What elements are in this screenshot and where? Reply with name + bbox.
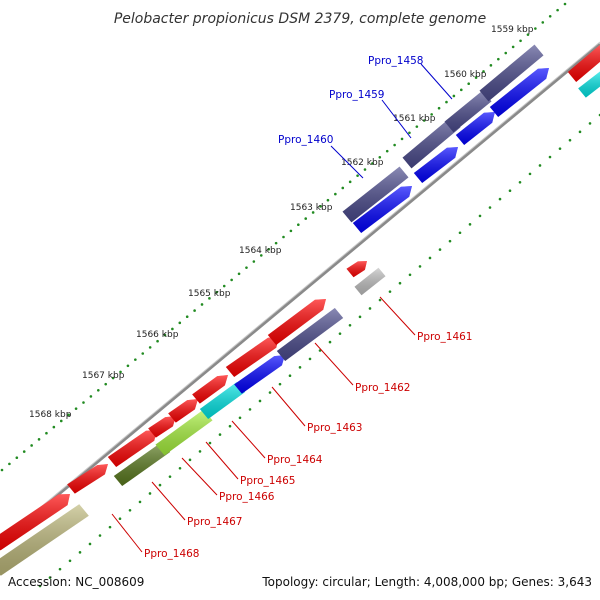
gene-ppro-1462-feature	[276, 308, 344, 361]
tick-label: 1565 kbp	[188, 289, 231, 299]
gene-ppro-1461-feature	[354, 267, 386, 296]
gene-label: Ppro_1461	[417, 331, 472, 343]
gene-blue-2-feature	[413, 147, 458, 183]
gene-features	[0, 44, 600, 576]
gene-ppro-1461a-feature	[346, 261, 367, 278]
tick-label: 1563 kbp	[290, 203, 333, 213]
gene-label: Ppro_1465	[240, 475, 295, 487]
gene-ppro-1464-feature	[199, 382, 246, 419]
gene-ppro-1458-feature	[479, 44, 544, 102]
leader-line	[151, 481, 186, 521]
gene-red-1-feature	[0, 494, 70, 551]
gene-clipped-red-feature	[567, 45, 600, 82]
leader-line	[111, 513, 143, 553]
gene-label: Ppro_1460	[278, 134, 333, 146]
tick-label: 1562 kbp	[341, 158, 384, 168]
gene-ppro-1458a-feature	[444, 90, 492, 133]
gene-label: Ppro_1462	[355, 382, 410, 394]
leader-line	[181, 457, 218, 496]
leader-line	[381, 99, 412, 139]
gene-label: Ppro_1464	[267, 454, 323, 466]
gene-ppro-1462a-feature	[267, 299, 326, 345]
gene-red-2-feature	[67, 464, 108, 494]
map-title: Pelobacter propionicus DSM 2379, complet…	[114, 11, 486, 27]
gene-ppro-1467-feature	[113, 442, 171, 486]
tick-labels: 1559 kbp 1560 kbp 1561 kbp 1562 kbp 1563 kbp…	[29, 25, 534, 420]
gene-labels: Ppro_1458 Ppro_1459 Ppro_1460 Ppro_1461 Ppro…	[144, 55, 472, 560]
gene-label: Ppro_1466	[219, 491, 275, 503]
genome-summary-text: Topology: circular; Length: 4,008,000 bp…	[261, 575, 592, 589]
tick-label: 1564 kbp	[239, 246, 282, 256]
gene-red-6-feature	[192, 375, 228, 404]
gene-blue-4-feature	[489, 68, 549, 117]
tick-label: 1561 kbp	[393, 114, 436, 124]
gene-red-4-feature	[148, 416, 176, 438]
gene-label: Ppro_1467	[187, 516, 242, 528]
gene-red-5-feature	[168, 399, 198, 423]
gene-ppro-1465-feature	[155, 409, 213, 456]
gene-label: Ppro_1468	[144, 548, 199, 560]
gene-blue-1-feature	[352, 186, 412, 233]
leader-line	[420, 63, 453, 100]
gene-ppro-1463-feature	[234, 355, 285, 394]
gene-ppro-1468-feature	[0, 504, 89, 576]
tick-label: 1567 kbp	[82, 371, 125, 381]
gene-red-3-feature	[107, 430, 157, 467]
gene-blue-3-feature	[455, 112, 495, 145]
gene-label: Ppro_1459	[329, 89, 384, 101]
leader-line	[330, 145, 364, 179]
ruler-dots	[0, 2, 600, 588]
tick-label: 1559 kbp	[491, 25, 534, 35]
leader-line	[314, 342, 354, 386]
leader-line	[231, 420, 266, 459]
gene-red-7-feature	[225, 337, 279, 377]
label-leader-lines	[111, 63, 453, 553]
leader-line	[205, 441, 239, 480]
gene-clipped-cyan-feature	[578, 71, 600, 98]
genome-backbone-highlight	[0, 41, 600, 542]
leader-line	[379, 296, 416, 336]
gene-label: Ppro_1463	[307, 422, 362, 434]
leader-line	[271, 386, 306, 427]
gene-label: Ppro_1458	[368, 55, 423, 67]
tick-label: 1560 kbp	[444, 70, 487, 80]
gene-ppro-1460-feature	[342, 166, 409, 223]
gene-ppro-1459-feature	[402, 116, 461, 169]
accession-text: Accession: NC_008609	[8, 575, 144, 589]
inner-ruler-dots	[38, 113, 600, 588]
tick-label: 1568 kbp	[29, 410, 72, 420]
outer-ruler-dots	[0, 2, 567, 472]
genome-backbone	[0, 42, 600, 545]
tick-label: 1566 kbp	[136, 330, 179, 340]
